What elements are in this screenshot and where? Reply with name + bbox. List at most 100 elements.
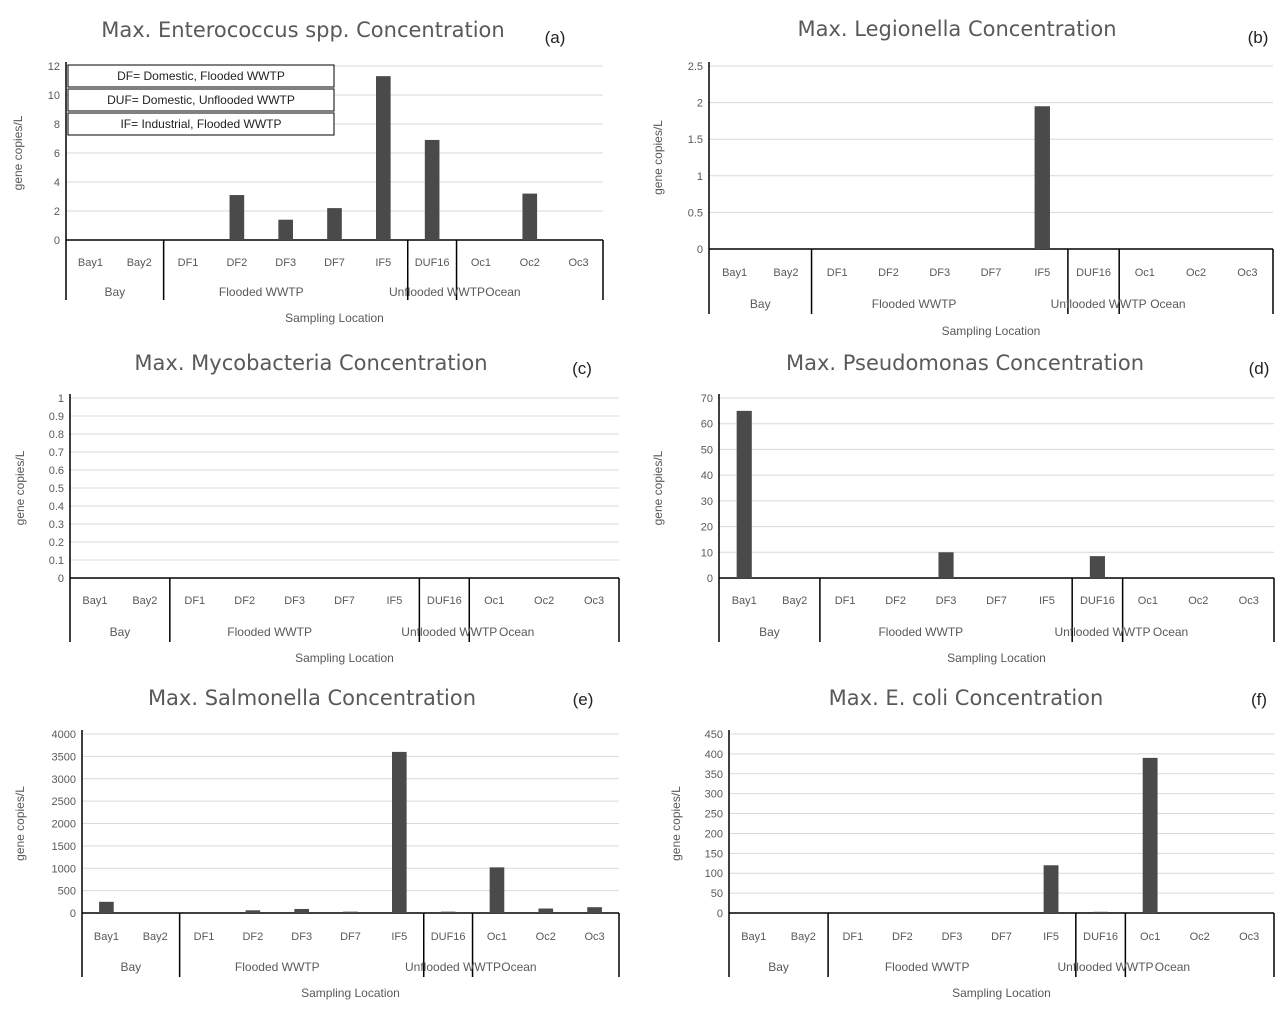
legend-entry-box [67, 64, 335, 88]
bar-duf16 [1093, 911, 1109, 913]
chart-title: Max. Salmonella Concentration [148, 686, 476, 710]
y-tick-label: 1 [697, 171, 703, 183]
x-tick-label: IF5 [1043, 931, 1059, 943]
y-tick-label: 1000 [52, 863, 76, 875]
y-tick-label: 0.3 [49, 519, 64, 531]
y-tick-label: 0.1 [49, 555, 64, 567]
y-tick-label: 4 [54, 177, 60, 189]
y-tick-label: 12 [48, 61, 60, 73]
x-tick-label: Oc3 [1239, 931, 1259, 943]
y-tick-label: 0.4 [49, 501, 64, 513]
y-tick-label: 60 [701, 419, 713, 431]
x-tick-label: IF5 [375, 257, 391, 269]
x-group-label: Unflooded WWTP [1054, 625, 1150, 639]
x-tick-label: Oc2 [1188, 595, 1208, 607]
bar-bay1 [99, 901, 114, 913]
x-tick-label: DF3 [291, 931, 312, 943]
x-group-label: Bay [750, 297, 771, 311]
y-tick-label: 70 [701, 393, 713, 405]
x-tick-label: Oc2 [520, 257, 540, 269]
y-tick-label: 350 [705, 769, 723, 781]
y-tick-label: 250 [705, 809, 723, 821]
y-tick-label: 0 [697, 244, 703, 256]
panel-label: (f) [1251, 690, 1267, 709]
y-tick-label: 10 [701, 547, 713, 559]
y-tick-label: 2.5 [688, 61, 703, 73]
bar-df2 [229, 195, 245, 240]
y-tick-label: 1500 [52, 841, 76, 853]
bar-if5 [1034, 106, 1050, 249]
y-tick-label: 500 [58, 886, 76, 898]
y-axis-label: gene copies/L [11, 115, 25, 190]
y-tick-label: 150 [705, 848, 723, 860]
y-axis-label: gene copies/L [13, 786, 27, 861]
x-tick-label: DF3 [929, 267, 950, 279]
panel-label: (a) [545, 28, 566, 47]
x-tick-label: Oc3 [584, 595, 604, 607]
x-tick-label: Oc1 [1135, 267, 1155, 279]
x-group-label: Ocean [499, 625, 534, 639]
x-tick-label: DF1 [827, 267, 848, 279]
x-tick-label: DF2 [242, 931, 263, 943]
x-tick-label: Bay2 [143, 931, 168, 943]
x-tick-label: Oc2 [1186, 267, 1206, 279]
x-axis-label: Sampling Location [942, 324, 1041, 338]
y-tick-label: 6 [54, 148, 60, 160]
y-tick-label: 400 [705, 749, 723, 761]
x-tick-label: Bay1 [94, 931, 119, 943]
x-tick-label: IF5 [391, 931, 407, 943]
x-tick-label: DF7 [340, 931, 361, 943]
x-group-label: Unflooded WWTP [389, 285, 485, 299]
x-tick-label: Oc2 [534, 595, 554, 607]
x-tick-label: Oc1 [487, 931, 507, 943]
y-tick-label: 0.6 [49, 465, 64, 477]
x-tick-label: DF3 [942, 931, 963, 943]
bar-df3 [278, 219, 294, 240]
x-tick-label: DUF16 [1080, 595, 1115, 607]
x-group-label: Bay [768, 960, 789, 974]
x-group-label: Unflooded WWTP [401, 625, 497, 639]
x-tick-label: DF2 [892, 931, 913, 943]
chart-title: Max. Legionella Concentration [797, 17, 1116, 41]
x-tick-label: DF2 [885, 595, 906, 607]
x-tick-label: Bay1 [741, 931, 766, 943]
legend-entry: DF= Domestic, Flooded WWTP [117, 69, 285, 83]
chart-panel-d: Max. Pseudomonas Concentration (d) 0 10 20 30… [651, 351, 1275, 665]
x-group-label: Bay [104, 285, 125, 299]
x-tick-label: DF7 [981, 267, 1002, 279]
y-tick-label: 2000 [52, 819, 76, 831]
x-tick-label: DUF16 [431, 931, 466, 943]
y-tick-label: 0.8 [49, 429, 64, 441]
y-tick-label: 100 [705, 868, 723, 880]
x-tick-label: Oc3 [568, 257, 588, 269]
chart-panel-a: Max. Enterococcus spp. Concentration (a) 0… [11, 18, 604, 325]
panel-label: (b) [1248, 28, 1269, 47]
x-tick-label: DF7 [986, 595, 1007, 607]
y-tick-label: 8 [54, 119, 60, 131]
x-tick-label: Bay2 [791, 931, 816, 943]
panel-label: (e) [573, 690, 594, 709]
x-tick-label: IF5 [1034, 267, 1050, 279]
y-tick-label: 0.7 [49, 447, 64, 459]
x-tick-label: Bay1 [82, 595, 107, 607]
y-tick-label: 30 [701, 496, 713, 508]
y-tick-label: 50 [711, 888, 723, 900]
y-tick-label: 450 [705, 729, 723, 741]
x-tick-label: Oc3 [1237, 267, 1257, 279]
chart-panel-f: Max. E. coli Concentration (f) 0 50 100 150 20… [669, 686, 1275, 1000]
x-tick-label: Oc2 [536, 931, 556, 943]
x-tick-label: IF5 [1039, 595, 1055, 607]
bar-df7 [327, 208, 342, 240]
y-tick-label: 40 [701, 470, 713, 482]
legend-entry-box [67, 112, 335, 136]
chart-title: Max. Pseudomonas Concentration [786, 351, 1144, 375]
x-tick-label: DUF16 [1076, 267, 1111, 279]
legend-entry-box [67, 88, 335, 112]
y-tick-label: 0 [70, 908, 76, 920]
y-axis-label: gene copies/L [651, 120, 665, 195]
y-tick-label: 50 [701, 444, 713, 456]
x-group-label: Flooded WWTP [227, 625, 312, 639]
chart-title: Max. Enterococcus spp. Concentration [101, 18, 504, 42]
x-tick-label: Bay1 [78, 257, 103, 269]
